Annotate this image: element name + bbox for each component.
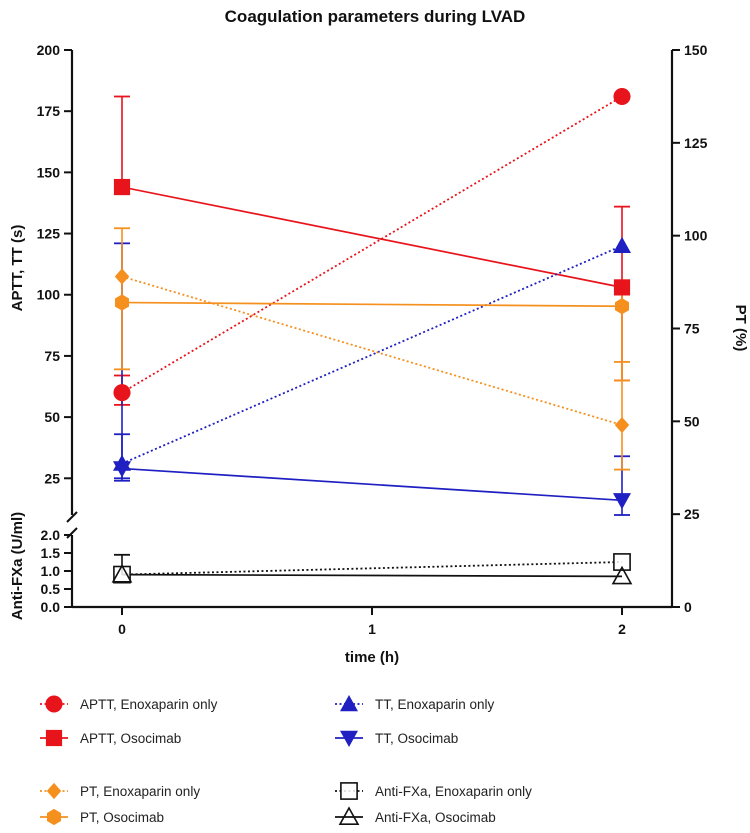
data-point-open-triangle [611,565,633,585]
legend-label: TT, Osocimab [375,731,458,746]
data-point-circle [613,87,631,106]
y-left-upper-tick-label: 175 [37,103,61,119]
y-left-upper-tick-label: 125 [37,226,61,242]
series-markers [111,87,633,585]
series-line [121,467,623,502]
data-point-open-square [613,553,631,571]
data-point-hexagon [615,298,629,315]
y-left-upper-tick-label: 75 [44,348,60,364]
legend-marker-triangle-down [340,730,358,747]
legend-label: APTT, Osocimab [80,731,181,746]
data-point-hexagon [115,294,129,311]
y-axis-label-right: PT (%) [732,305,749,352]
legend-label: Anti-FXa, Enoxaparin only [375,784,532,799]
x-tick-label: 1 [368,621,376,637]
legend-label: APTT, Enoxaparin only [80,697,218,712]
legend-marker-square [45,729,63,747]
y-left-upper-tick-label: 100 [37,287,61,303]
axis-break-mark [66,527,78,539]
y-right-tick-label: 100 [684,228,708,244]
series-line [121,244,623,465]
data-point-triangle-up [613,236,631,253]
y-axis-label-left-upper: APTT, TT (s) [9,225,26,312]
series-line [121,275,623,426]
y-left-upper-tick-label: 200 [37,42,61,58]
error-bars [114,95,630,575]
data-point-triangle-down [113,461,131,478]
y-left-upper-tick-label: 25 [44,470,60,486]
y-left-lower-tick-label: 1.0 [41,563,61,579]
legend-label: PT, Osocimab [80,810,164,825]
chart-title: Coagulation parameters during LVAD [225,7,526,26]
legend-item: PT, Osocimab [40,808,164,826]
x-tick-label: 2 [618,621,626,637]
data-point-square [613,279,631,296]
y-axis-label-left-lower: Anti-FXa (U/ml) [9,512,26,620]
legend-item: Anti-FXa, Enoxaparin only [335,782,532,800]
y-left-lower-tick-label: 2.0 [41,527,61,543]
y-left-lower-tick-label: 0.5 [41,581,61,597]
y-right-tick-label: 125 [684,135,708,151]
legend-label: TT, Enoxaparin only [375,697,495,712]
y-right-tick-label: 75 [684,321,700,337]
data-point-square [113,178,131,196]
y-right-tick-label: 0 [684,599,692,615]
legend-item: PT, Enoxaparin only [40,782,200,800]
legend-marker-open-triangle [338,806,360,826]
y-left-lower-tick-label: 0.0 [41,599,61,615]
legend-item: APTT, Enoxaparin only [40,695,218,713]
legend-item: Anti-FXa, Osocimab [335,806,496,826]
y-right-tick-label: 150 [684,42,708,58]
series-line [121,301,623,308]
x-axis-label: time (h) [345,649,399,666]
legend-label: PT, Enoxaparin only [80,784,200,799]
y-left-lower-tick-label: 1.5 [41,545,61,561]
y-right-tick-label: 25 [684,506,700,522]
axis-break-mark [66,511,78,523]
legend-marker-circle [45,695,63,713]
data-point-open-triangle [111,563,133,583]
data-point-diamond [614,416,630,434]
y-right-tick-label: 50 [684,413,700,429]
y-left-upper-tick-label: 50 [44,409,60,425]
series-line [121,561,623,576]
series-lines [121,95,623,578]
legend: APTT, Enoxaparin only APTT, Osocimab TT, E… [40,695,532,826]
data-point-diamond [114,268,130,285]
legend-marker-hexagon [47,808,61,826]
legend-item: TT, Enoxaparin only [335,695,495,712]
x-tick-label: 0 [118,621,126,637]
legend-marker-open-square [340,782,358,800]
legend-item: TT, Osocimab [335,730,458,747]
legend-item: APTT, Osocimab [40,729,181,747]
series-line [121,186,623,289]
legend-label: Anti-FXa, Osocimab [375,810,496,825]
legend-marker-diamond [46,782,62,800]
data-point-triangle-down [613,493,631,510]
y-left-upper-tick-label: 150 [37,164,61,180]
legend-marker-triangle-up [340,695,358,712]
series-line [121,573,623,578]
series-line [121,95,623,394]
data-point-circle [113,384,131,402]
